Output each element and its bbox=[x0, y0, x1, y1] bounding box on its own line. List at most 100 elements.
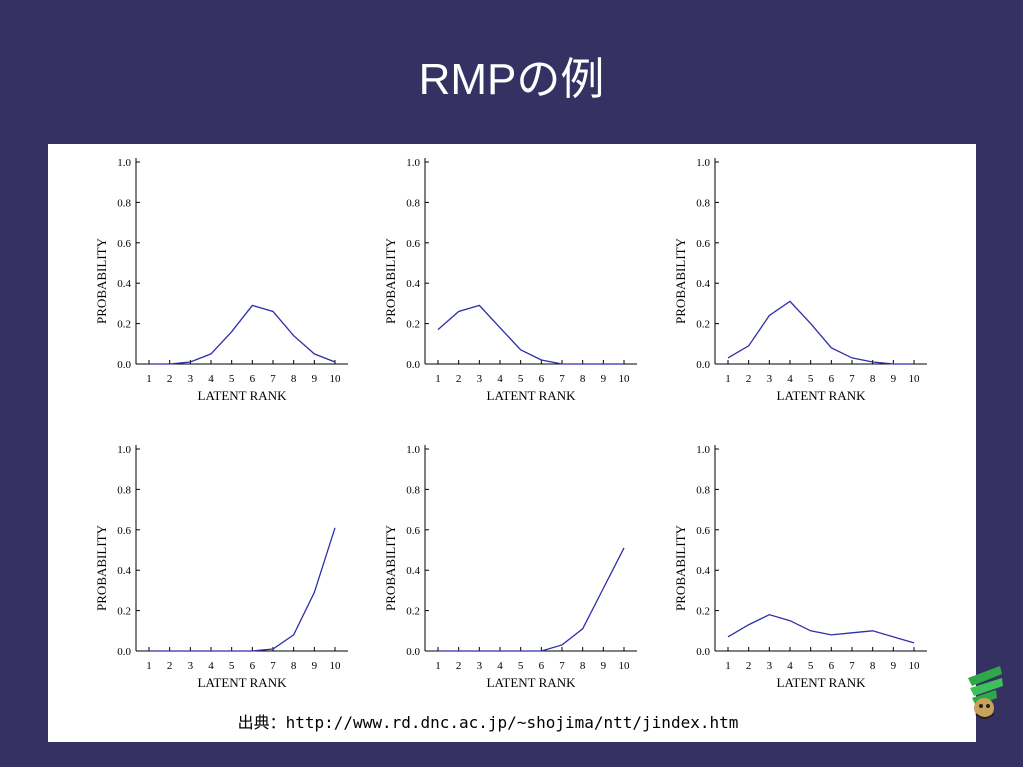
x-tick-label: 5 bbox=[808, 660, 814, 672]
x-tick-label: 10 bbox=[619, 660, 631, 672]
y-axis-label: PROBABILITY bbox=[383, 524, 398, 611]
x-tick-label: 5 bbox=[808, 373, 814, 385]
y-tick-label: 0.2 bbox=[696, 319, 710, 331]
series-line bbox=[727, 300, 914, 365]
chart-6: 0.0 0.2 0.4 0.6 0.8 1.0 1 2 3 4 5 6 7 8 9 10 LATENT RANK… bbox=[673, 444, 927, 690]
x-tick-label: 4 bbox=[497, 660, 503, 672]
y-tick-label: 1.0 bbox=[406, 444, 420, 456]
x-tick-label: 2 bbox=[746, 660, 752, 672]
y-tick-label: 0.8 bbox=[117, 197, 131, 209]
slide-title: RMPの例 bbox=[418, 55, 605, 104]
x-tick-label: 7 bbox=[559, 660, 565, 672]
x-tick-label: 1 bbox=[435, 660, 441, 672]
x-tick-label: 9 bbox=[601, 660, 607, 672]
x-tick-label: 5 bbox=[229, 373, 235, 385]
x-tick-label: 7 bbox=[849, 660, 855, 672]
series-line bbox=[438, 547, 625, 652]
x-tick-label: 3 bbox=[477, 373, 483, 385]
y-axis-label: PROBABILITY bbox=[383, 237, 398, 324]
y-tick-label: 0.6 bbox=[406, 238, 420, 250]
x-tick-label: 4 bbox=[208, 660, 214, 672]
y-tick-label: 0.2 bbox=[406, 319, 420, 331]
y-tick-label: 0.8 bbox=[406, 197, 420, 209]
y-tick-label: 0.0 bbox=[406, 359, 420, 371]
x-axis-label: LATENT RANK bbox=[487, 388, 577, 403]
x-tick-label: 9 bbox=[312, 373, 318, 385]
y-tick-label: 0.2 bbox=[117, 606, 131, 618]
x-tick-label: 9 bbox=[601, 373, 607, 385]
y-tick-label: 0.4 bbox=[117, 565, 131, 577]
y-tick-label: 0.0 bbox=[117, 646, 131, 658]
x-tick-label: 8 bbox=[291, 660, 297, 672]
x-tick-label: 6 bbox=[539, 373, 545, 385]
y-tick-label: 0.8 bbox=[406, 484, 420, 496]
x-tick-label: 10 bbox=[909, 660, 921, 672]
x-tick-label: 1 bbox=[725, 660, 731, 672]
x-tick-label: 4 bbox=[787, 373, 793, 385]
y-axis-label: PROBABILITY bbox=[94, 524, 109, 611]
x-tick-label: 1 bbox=[435, 373, 441, 385]
y-tick-label: 0.6 bbox=[696, 238, 710, 250]
x-tick-label: 2 bbox=[167, 660, 173, 672]
x-tick-label: 5 bbox=[518, 373, 524, 385]
x-tick-label: 3 bbox=[477, 660, 483, 672]
chart-panel: 0.0 0.2 0.4 0.6 0.8 1.0 1 2 3 4 5 6 7 8 9 10 LATENT RANK… bbox=[48, 144, 976, 742]
x-tick-label: 3 bbox=[767, 373, 773, 385]
chart-1: 0.0 0.2 0.4 0.6 0.8 1.0 1 2 3 4 5 6 7 8 9 10 LATENT RANK… bbox=[94, 157, 348, 403]
x-tick-label: 3 bbox=[188, 660, 194, 672]
y-axis-label: PROBABILITY bbox=[673, 237, 688, 324]
x-tick-label: 8 bbox=[580, 373, 586, 385]
y-tick-label: 0.4 bbox=[696, 565, 710, 577]
x-tick-label: 2 bbox=[456, 660, 462, 672]
x-tick-label: 1 bbox=[725, 373, 731, 385]
y-tick-label: 1.0 bbox=[117, 444, 131, 456]
y-tick-label: 0.4 bbox=[117, 278, 131, 290]
y-tick-label: 0.8 bbox=[696, 484, 710, 496]
series-line bbox=[149, 304, 336, 365]
x-tick-label: 6 bbox=[829, 373, 835, 385]
x-tick-label: 2 bbox=[456, 373, 462, 385]
x-tick-label: 4 bbox=[208, 373, 214, 385]
y-tick-label: 0.8 bbox=[696, 197, 710, 209]
x-tick-label: 6 bbox=[539, 660, 545, 672]
x-tick-label: 8 bbox=[291, 373, 297, 385]
y-tick-label: 0.4 bbox=[406, 565, 420, 577]
y-tick-label: 0.8 bbox=[117, 484, 131, 496]
y-tick-label: 0.4 bbox=[696, 278, 710, 290]
x-tick-label: 6 bbox=[250, 373, 256, 385]
x-axis-label: LATENT RANK bbox=[487, 675, 577, 690]
y-tick-label: 0.0 bbox=[406, 646, 420, 658]
source-citation: 出典：http://www.rd.dnc.ac.jp/~shojima/ntt/… bbox=[237, 713, 739, 732]
x-tick-label: 5 bbox=[518, 660, 524, 672]
y-tick-label: 0.2 bbox=[117, 319, 131, 331]
chart-3: 0.0 0.2 0.4 0.6 0.8 1.0 1 2 3 4 5 6 7 8 9 10 LATENT RANK… bbox=[673, 157, 927, 403]
x-tick-label: 3 bbox=[188, 373, 194, 385]
y-tick-label: 0.6 bbox=[117, 525, 131, 537]
y-tick-label: 0.4 bbox=[406, 278, 420, 290]
x-tick-label: 10 bbox=[619, 373, 631, 385]
x-tick-label: 8 bbox=[580, 660, 586, 672]
x-tick-label: 10 bbox=[909, 373, 921, 385]
x-tick-label: 7 bbox=[270, 373, 276, 385]
x-tick-label: 7 bbox=[270, 660, 276, 672]
x-tick-label: 10 bbox=[330, 660, 342, 672]
mascot-logo bbox=[968, 666, 1003, 719]
series-line bbox=[149, 527, 336, 652]
y-tick-label: 0.6 bbox=[696, 525, 710, 537]
x-tick-label: 2 bbox=[746, 373, 752, 385]
y-tick-label: 0.0 bbox=[117, 359, 131, 371]
x-tick-label: 7 bbox=[559, 373, 565, 385]
x-tick-label: 1 bbox=[146, 373, 152, 385]
y-axis-label: PROBABILITY bbox=[94, 237, 109, 324]
x-tick-label: 2 bbox=[167, 373, 173, 385]
x-tick-label: 9 bbox=[891, 373, 897, 385]
x-tick-label: 8 bbox=[870, 660, 876, 672]
series-line bbox=[727, 613, 915, 644]
y-tick-label: 0.0 bbox=[696, 646, 710, 658]
x-tick-label: 3 bbox=[767, 660, 773, 672]
x-tick-label: 5 bbox=[229, 660, 235, 672]
x-tick-label: 6 bbox=[250, 660, 256, 672]
x-tick-label: 4 bbox=[787, 660, 793, 672]
series-line bbox=[437, 304, 624, 365]
y-tick-label: 1.0 bbox=[117, 157, 131, 169]
